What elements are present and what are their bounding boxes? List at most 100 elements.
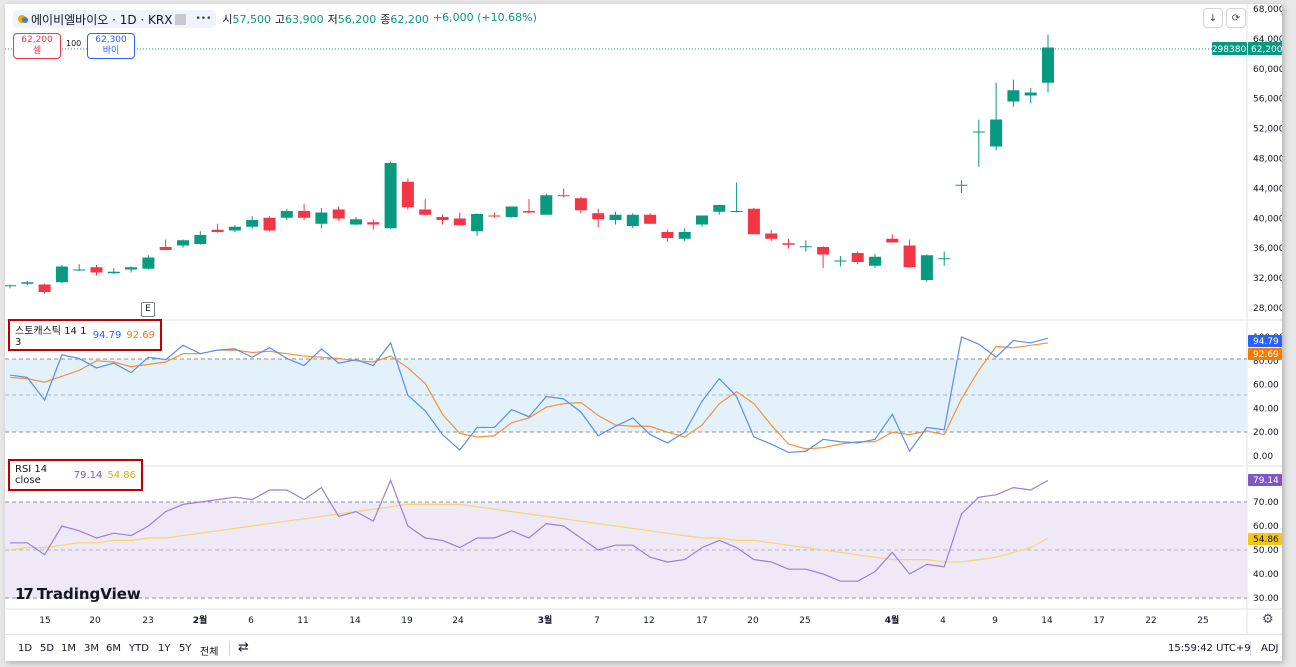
rsi-ma-line [9,503,1049,563]
rsi-legend[interactable]: RSI 14 close 79.14 54.86 [8,459,143,491]
high-value: 63,900 [285,13,324,26]
candle-body [955,184,968,186]
rsi-tick-label: 70.00 [1253,498,1279,508]
tf-all[interactable]: 전체 [200,647,219,658]
buy-price: 62,300 [95,35,127,45]
candle-body [194,235,207,244]
sell-label: 셀 [32,46,42,56]
x-axis-label: 4 [940,616,946,626]
candle-body [142,257,155,269]
tradingview-logo[interactable]: 17 TradingView [15,585,141,603]
x-axis-label: 19 [401,616,413,626]
candle-body [817,247,830,255]
tf-5y[interactable]: 5Y [179,643,192,654]
candle-body [574,198,587,211]
x-axis-label: 11 [297,616,308,626]
tf-6m[interactable]: 6M [106,643,121,654]
x-axis-label: 3월 [538,614,553,626]
x-axis-label: 20 [747,616,759,626]
tf-5d[interactable]: 5D [40,643,55,654]
adj-toggle[interactable]: ADJ [1261,643,1279,654]
rsi-tick-label: 60.00 [1253,522,1279,532]
symbol-header: 에이비엘바이오 · 1D · KRX ••• 시57,500 고63,900 저… [13,10,537,28]
candle-body [453,218,466,226]
candle-body [246,220,259,227]
stoch-k-badge-bg [1248,335,1282,347]
spread-value: 100 [66,39,82,48]
candle-body [5,285,16,287]
x-axis-label: 6 [248,616,254,626]
stoch-d-badge-bg [1248,348,1282,360]
candle-body [799,246,812,248]
chart-canvas[interactable]: 68,000 64,000 60,000 56,000 52,000 48,000 44,0… [5,4,1282,634]
buy-button[interactable]: 62,300 바이 [87,33,135,59]
rsi-tick-label: 50.00 [1253,546,1279,556]
candle-body [436,217,449,220]
stoch-legend[interactable]: 스토캐스틱 14 1 3 94.79 92.69 [8,319,162,351]
candle-body [730,211,743,212]
candle-body [938,258,951,260]
candle-body [869,256,881,266]
candle-body [315,212,328,224]
x-axis-label: 20 [89,616,101,626]
open-value: 57,500 [232,13,272,26]
stoch-k-value: 94.79 [92,329,122,341]
low-value: 56,200 [337,13,377,26]
candle-body [626,214,639,226]
candle-body [332,209,345,219]
settings-gear-icon[interactable]: ⚙ [1262,612,1274,627]
candle-body [851,253,864,262]
last-price-badge-bg [1248,42,1282,55]
stoch-d-line [9,342,1049,450]
rsi-tick-label: 30.00 [1253,594,1279,604]
stoch-tick-label: 80.00 [1253,357,1279,367]
exchange-logo-icon [18,12,28,26]
download-icon[interactable]: ↓ [1203,8,1223,28]
tf-3m[interactable]: 3M [84,643,99,654]
hide-square-icon[interactable] [175,13,187,25]
candle-body [661,232,674,238]
stoch-k-line [9,336,1049,454]
tf-ytd[interactable]: YTD [129,643,149,654]
stoch-k-badge: 94.79 [1253,337,1279,347]
more-button[interactable]: ••• [195,14,212,24]
x-axis-label: 23 [142,616,153,626]
candle-body [159,247,172,250]
candle-body [713,205,726,212]
candle-body [903,245,916,268]
volume-badge: 298380 [1212,45,1247,55]
symbol-chip[interactable]: 에이비엘바이오 · 1D · KRX ••• [13,10,217,28]
open-label: 시 [222,13,233,26]
candle-body [228,226,241,231]
candle-body [419,209,432,215]
candle-body [972,131,985,133]
rsi-ma-badge: 54.86 [1253,535,1279,545]
symbol-title: 에이비엘바이오 · 1D · KRX [31,12,173,27]
rsi-value: 79.14 [73,469,103,481]
x-axis-label: 22 [1145,616,1156,626]
candle-body [747,208,760,235]
tf-1d[interactable]: 1D [18,643,33,654]
fullscreen-icon[interactable]: ⟳ [1226,8,1246,28]
stoch-tick-label: 60.00 [1253,381,1279,391]
x-axis-label: 9 [992,616,998,626]
stoch-tick-label: 0.00 [1253,452,1273,462]
price-tick-label: 32,000 [1253,274,1282,284]
candle-body [1007,90,1020,102]
price-tick-label: 68,000 [1253,5,1282,15]
tf-1y[interactable]: 1Y [158,643,171,654]
candle-body [886,238,899,243]
price-tick-label: 28,000 [1253,304,1282,314]
candle-body [401,181,414,208]
high-label: 고 [275,13,286,26]
candle-body [782,243,795,245]
x-axis-label: 4월 [885,614,900,626]
clock[interactable]: 15:59:42 UTC+9 [1168,643,1251,654]
close-value: 62,200 [390,13,429,26]
earnings-badge[interactable]: E [141,302,155,317]
x-axis-label: 24 [452,616,464,626]
sell-button[interactable]: 62,200 셀 [13,33,61,59]
tf-1m[interactable]: 1M [61,643,76,654]
candle-body [263,217,276,231]
date-range-icon[interactable]: ⇄ [238,640,249,655]
